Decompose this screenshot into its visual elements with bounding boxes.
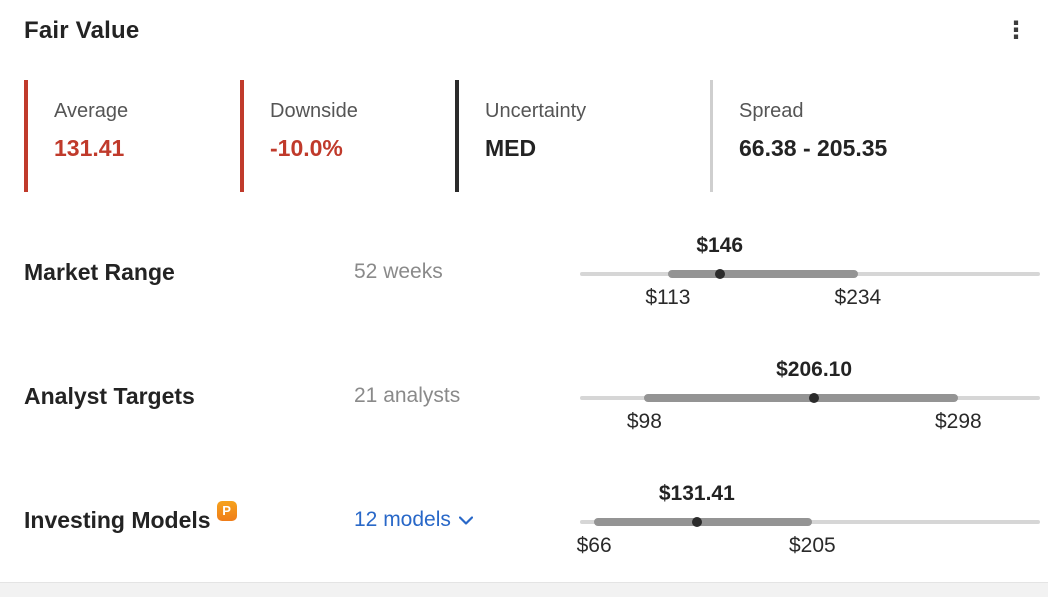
next-section-divider: [0, 582, 1048, 597]
kebab-menu-icon[interactable]: ⋮: [1004, 17, 1028, 44]
page-title: Fair Value: [24, 17, 140, 44]
models-dropdown[interactable]: 12 models: [354, 508, 473, 532]
pro-badge-icon: P: [216, 500, 237, 521]
fair-value-row-analyst-targets: Analyst Targets 21 analysts $206.10 $98 …: [24, 348, 1040, 444]
range-high-label: $298: [935, 410, 982, 433]
row-title-text: Investing Models: [24, 506, 211, 533]
stats-row: Average 131.41 Downside -10.0% Uncertain…: [24, 80, 1040, 192]
row-subtext: 52 weeks: [354, 260, 443, 283]
chevron-down-icon: [458, 515, 473, 525]
models-dropdown-label: 12 models: [354, 508, 451, 531]
range-low-label: $66: [576, 534, 612, 557]
range-slider: $146 $113 $234: [580, 224, 1040, 320]
range-slider: $206.10 $98 $298: [580, 348, 1040, 444]
panel-header: Fair Value ⋮: [24, 12, 1034, 50]
range-marker-dot: [809, 393, 820, 403]
row-subtext-wrap: 12 models: [354, 508, 580, 532]
range-segment: [594, 518, 813, 526]
range-low-label: $113: [645, 286, 691, 309]
range-marker-label: $146: [696, 234, 744, 257]
stat-label: Downside: [270, 100, 358, 122]
stat-label: Spread: [739, 100, 804, 122]
range-slider: $131.41 $66 $205: [576, 472, 1040, 568]
range-marker-dot: [714, 269, 725, 279]
stat-value: MED: [485, 135, 537, 161]
fair-value-row-investing-models: Investing Models P 12 models $131.41 $66 …: [24, 472, 1040, 568]
range-segment: [644, 394, 959, 402]
stat-label: Uncertainty: [485, 100, 587, 122]
range-low-label: $98: [626, 410, 662, 433]
range-marker-label: $131.41: [658, 482, 735, 505]
row-subtext: 21 analysts: [354, 384, 461, 407]
range-marker-dot: [691, 517, 702, 527]
range-segment: [667, 270, 858, 278]
row-title: Analyst Targets: [24, 382, 195, 409]
stat-value: 131.41: [54, 135, 125, 161]
range-high-label: $234: [834, 286, 882, 309]
stat-value: -10.0%: [270, 135, 343, 161]
row-title: Market Range: [24, 258, 175, 285]
stat-card-downside: Downside -10.0%: [240, 80, 455, 192]
stat-card-spread: Spread 66.38 - 205.35: [710, 80, 1040, 192]
stat-card-uncertainty: Uncertainty MED: [455, 80, 710, 192]
stat-label: Average: [54, 100, 129, 122]
range-high-label: $205: [788, 534, 836, 557]
stat-card-average: Average 131.41: [24, 80, 240, 192]
stat-value: 66.38 - 205.35: [739, 135, 888, 161]
range-marker-label: $206.10: [776, 358, 853, 381]
row-title: Investing Models P: [24, 500, 354, 534]
fair-value-row-market-range: Market Range 52 weeks $146 $113 $234: [24, 224, 1040, 320]
